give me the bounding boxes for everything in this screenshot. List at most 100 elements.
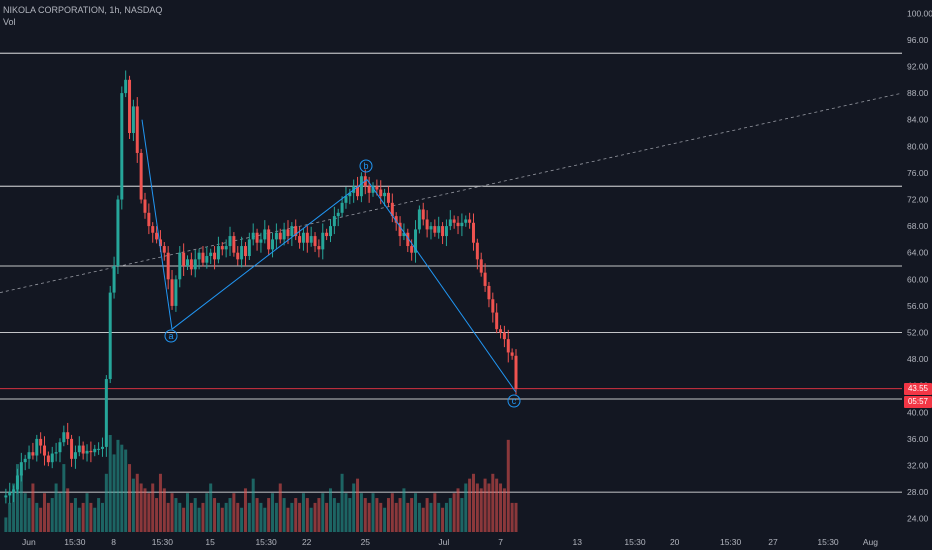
volume-bar xyxy=(456,488,460,532)
candle-body xyxy=(383,192,387,197)
candle-body xyxy=(274,232,278,240)
candle-body xyxy=(147,212,151,227)
volume-bar xyxy=(460,498,464,532)
time-tick-label: 15:30 xyxy=(817,537,839,547)
candle-body xyxy=(344,196,348,203)
volume-bar xyxy=(201,502,205,532)
candle-body xyxy=(332,216,336,227)
volume-bar xyxy=(452,493,456,532)
price-tick-label: 60.00 xyxy=(907,274,929,284)
candle-body xyxy=(209,252,213,257)
volume-bar xyxy=(394,502,398,532)
volume-bar xyxy=(112,454,116,532)
candle-body xyxy=(100,446,104,449)
volume-bar xyxy=(62,464,66,532)
volume-bar xyxy=(135,473,139,532)
candle-body xyxy=(23,458,27,463)
candle-body xyxy=(301,232,305,243)
volume-bar xyxy=(97,498,101,532)
candle-body xyxy=(317,246,321,250)
volume-bar xyxy=(406,502,410,532)
volume-bar xyxy=(325,502,329,532)
volume-bar xyxy=(35,502,39,532)
price-tick-label: 100.00 xyxy=(907,8,932,18)
candle-body xyxy=(390,202,394,217)
time-tick-label: 15 xyxy=(205,537,215,547)
candle-body xyxy=(460,222,464,227)
volume-bar xyxy=(363,498,367,532)
volume-bar xyxy=(309,507,313,532)
candle-body xyxy=(417,209,421,230)
candle-body xyxy=(54,452,58,454)
volume-bar xyxy=(274,502,278,532)
volume-bar xyxy=(402,488,406,532)
price-tick-label: 64.00 xyxy=(907,248,929,258)
candle-body xyxy=(506,339,510,353)
volume-bar xyxy=(417,502,421,532)
volume-bar xyxy=(414,493,418,532)
volume-bar xyxy=(209,483,213,532)
candle-body xyxy=(232,236,236,253)
volume-bar xyxy=(143,488,147,532)
candle-body xyxy=(325,232,329,237)
volume-bar xyxy=(495,478,499,532)
volume-bar xyxy=(182,507,186,532)
volume-bar xyxy=(336,502,340,532)
candle-body xyxy=(267,229,271,250)
candle-body xyxy=(305,232,309,243)
price-tick-label: 92.00 xyxy=(907,62,929,72)
candle-body xyxy=(108,292,112,380)
candle-body xyxy=(73,452,77,459)
candle-body xyxy=(50,453,54,463)
volume-bar xyxy=(441,507,445,532)
candle-body xyxy=(155,232,159,240)
time-tick-label: 27 xyxy=(768,537,778,547)
volume-bar xyxy=(375,498,379,532)
wave-line xyxy=(366,179,517,393)
volume-bar xyxy=(328,488,332,532)
candle-body xyxy=(444,226,448,237)
volume-bar xyxy=(444,502,448,532)
candle-body xyxy=(43,445,47,456)
candle-body xyxy=(356,186,360,197)
candle-body xyxy=(213,252,217,260)
candle-body xyxy=(174,279,178,306)
candle-body xyxy=(491,299,495,313)
volume-bar xyxy=(228,498,232,532)
volume-bar xyxy=(213,498,217,532)
volume-bar xyxy=(251,478,255,532)
candle-body xyxy=(441,226,445,237)
candle-body xyxy=(263,229,267,240)
volume-bar xyxy=(100,502,104,532)
volume-bar xyxy=(271,493,275,532)
candle-body xyxy=(286,229,290,237)
volume-bar xyxy=(116,439,120,532)
volume-bar xyxy=(510,502,514,532)
candle-body xyxy=(429,226,433,230)
candle-body xyxy=(514,355,518,389)
price-tick-label: 80.00 xyxy=(907,141,929,151)
time-tick-label: Jun xyxy=(22,537,36,547)
price-tick-label: 76.00 xyxy=(907,168,929,178)
candle-body xyxy=(193,259,197,270)
time-tick-label: 22 xyxy=(302,537,312,547)
volume-bar xyxy=(66,488,70,532)
time-tick-label: 15:30 xyxy=(64,537,86,547)
volume-bar xyxy=(294,498,298,532)
candle-body xyxy=(166,252,170,280)
volume-bar xyxy=(170,493,174,532)
candle-body xyxy=(495,312,499,330)
countdown-badge: 05:57 xyxy=(904,395,932,408)
current-price-badge: 43.55 xyxy=(904,382,932,395)
volume-bar xyxy=(479,488,483,532)
volume-bar xyxy=(317,498,321,532)
candle-body xyxy=(151,226,155,233)
candle-body xyxy=(201,252,205,263)
time-tick-label: Jul xyxy=(438,537,449,547)
candle-body xyxy=(8,492,12,496)
candle-body xyxy=(135,106,139,153)
volume-bar xyxy=(4,517,8,532)
volume-bar xyxy=(243,488,247,532)
volume-bar xyxy=(8,502,12,532)
